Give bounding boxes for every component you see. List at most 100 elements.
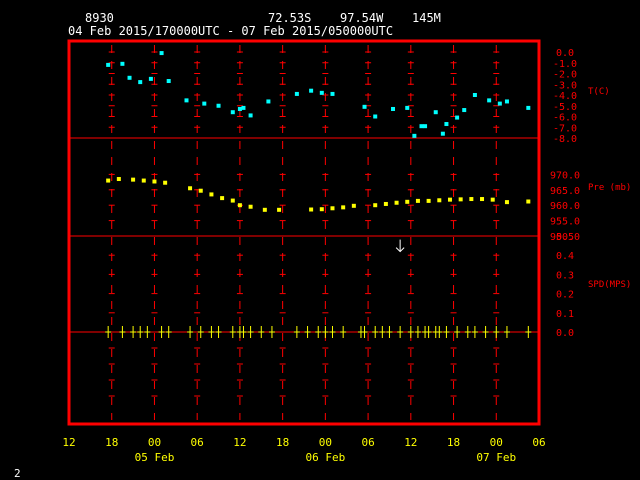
x-tick-label: 00 xyxy=(490,436,503,449)
temperature-point xyxy=(248,113,253,118)
page-number: 2 xyxy=(14,467,21,480)
wind-tick-label: 0.2 xyxy=(556,290,574,301)
latitude: 72.53S xyxy=(268,11,311,25)
temperature-point xyxy=(433,110,438,115)
temperature-tick-label: -8.0 xyxy=(553,134,577,145)
x-tick-label: 00 xyxy=(148,436,161,449)
temperature-point xyxy=(184,98,189,103)
temperature-series xyxy=(106,51,531,138)
pressure-tick-label: 950.0 xyxy=(550,232,580,243)
wind-arrow-head xyxy=(395,247,405,253)
temperature-axis-label: T(C) xyxy=(588,87,610,97)
pressure-point xyxy=(480,197,485,202)
temperature-point xyxy=(237,106,242,111)
pressure-point xyxy=(116,177,121,182)
pressure-point xyxy=(220,196,225,201)
temperature-point xyxy=(412,133,417,138)
pressure-point xyxy=(426,198,431,203)
temperature-point xyxy=(526,105,531,110)
temperature-point xyxy=(216,103,221,108)
x-tick-label: 12 xyxy=(62,436,75,449)
temperature-point xyxy=(405,105,410,110)
temperature-point xyxy=(138,80,143,85)
temperature-point xyxy=(266,99,271,104)
temperature-tick-label: -2.0 xyxy=(553,70,577,81)
pressure-point xyxy=(405,199,410,204)
pressure-axis-label: Pre (mb) xyxy=(588,183,631,193)
pressure-point xyxy=(330,206,335,211)
header: 8930 72.53S 97.54W 145M 04 Feb 2015/1700… xyxy=(68,11,441,38)
x-tick-label: 06 xyxy=(532,436,545,449)
pressure-point xyxy=(383,201,388,206)
temperature-point xyxy=(230,110,235,115)
pressure-point xyxy=(248,204,253,209)
pressure-series xyxy=(106,177,531,212)
x-tick-label: 00 xyxy=(319,436,332,449)
pressure-point xyxy=(309,207,314,212)
temperature-tick-label: -5.0 xyxy=(553,102,577,113)
x-tick-label: 06 xyxy=(361,436,374,449)
pressure-point xyxy=(490,197,495,202)
wind-tick-label: 0.4 xyxy=(556,251,574,262)
temperature-point xyxy=(319,90,324,95)
pressure-point xyxy=(262,207,267,212)
x-axis: 12 18 00 06 12 18 00 06 12 18 00 06 05 Feb 06 Feb 07 F… xyxy=(62,436,545,464)
x-date-label: 06 Feb xyxy=(305,451,345,464)
wind-tick-label: 0.0 xyxy=(556,328,574,339)
longitude: 97.54W xyxy=(340,11,384,25)
temperature-tick-label: 0.0 xyxy=(556,48,574,59)
pressure-point xyxy=(152,179,157,184)
temperature-point xyxy=(444,122,449,127)
temperature-tick-label: -6.0 xyxy=(553,113,577,124)
temperature-point xyxy=(166,79,171,84)
pressure-point xyxy=(319,207,324,212)
temperature-tick-label: -7.0 xyxy=(553,123,577,134)
temperature-tick-label: -1.0 xyxy=(553,59,577,70)
temperature-point xyxy=(120,61,125,66)
temperature-point xyxy=(504,99,509,104)
pressure-tick-label: 970.0 xyxy=(550,170,580,181)
pressure-point xyxy=(131,177,136,182)
elevation: 145M xyxy=(412,11,441,25)
pressure-point xyxy=(469,197,474,202)
pressure-point xyxy=(373,203,378,208)
temperature-point xyxy=(202,101,207,106)
pressure-tick-label: 965.0 xyxy=(550,186,580,197)
pressure-point xyxy=(341,205,346,210)
pressure-tick-label: 955.0 xyxy=(550,217,580,228)
temperature-point xyxy=(373,114,378,119)
pressure-point xyxy=(351,203,356,208)
y-axis-labels: 0.0-1.0-2.0-3.0-4.0-5.0-6.0-7.0-8.0970.0… xyxy=(550,48,631,339)
pressure-point xyxy=(230,198,235,203)
temperature-point xyxy=(159,51,164,56)
temperature-point xyxy=(462,108,467,113)
time-range: 04 Feb 2015/170000UTC - 07 Feb 2015/0500… xyxy=(68,24,393,38)
pressure-point xyxy=(415,198,420,203)
x-date-label: 07 Feb xyxy=(476,451,516,464)
wind-tick-label: 0.5 xyxy=(556,232,574,243)
temperature-point xyxy=(330,91,335,96)
temperature-point xyxy=(440,131,445,136)
x-tick-label: 18 xyxy=(447,436,460,449)
x-date-label: 05 Feb xyxy=(135,451,175,464)
temperature-point xyxy=(472,93,477,97)
temperature-point xyxy=(419,124,424,129)
pressure-point xyxy=(437,198,442,203)
pressure-point xyxy=(209,192,214,197)
station-id: 8930 xyxy=(85,11,114,25)
wind-series xyxy=(105,239,532,338)
x-tick-label: 06 xyxy=(191,436,204,449)
x-tick-label: 18 xyxy=(105,436,118,449)
temperature-point xyxy=(487,98,492,103)
pressure-point xyxy=(526,199,531,204)
temperature-point xyxy=(148,76,153,81)
temperature-point xyxy=(362,104,367,109)
wind-axis-label: SPD(MPS) xyxy=(588,280,631,290)
temperature-point xyxy=(309,88,314,93)
pressure-point xyxy=(188,186,193,191)
temperature-tick-label: -3.0 xyxy=(553,80,577,91)
pressure-point xyxy=(504,200,509,205)
wind-tick-label: 0.3 xyxy=(556,270,574,281)
